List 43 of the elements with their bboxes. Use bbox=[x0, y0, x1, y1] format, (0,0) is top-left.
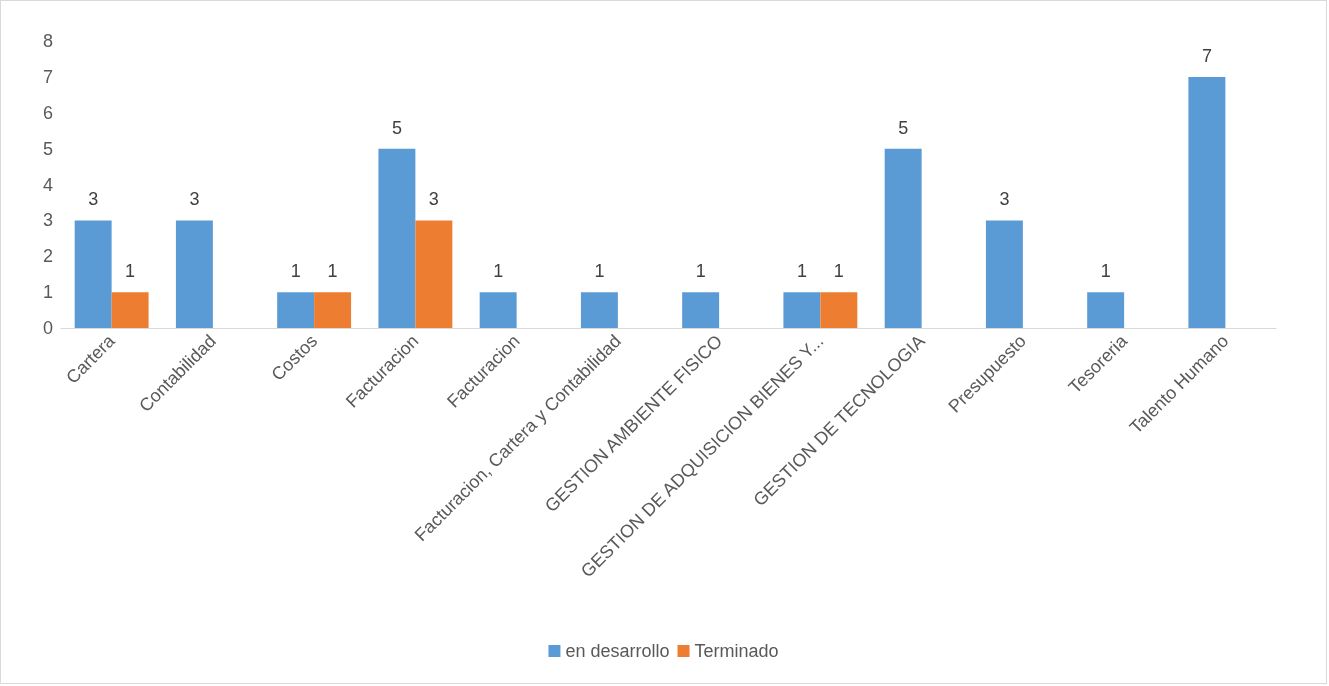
y-tick-label: 2 bbox=[42, 246, 53, 267]
bar bbox=[479, 292, 517, 328]
data-label: 3 bbox=[88, 189, 99, 210]
y-tick-label: 3 bbox=[42, 210, 53, 231]
bar bbox=[277, 292, 315, 328]
data-label: 5 bbox=[898, 117, 909, 138]
data-label: 1 bbox=[493, 261, 504, 282]
data-label: 5 bbox=[391, 117, 402, 138]
data-label: 3 bbox=[428, 189, 439, 210]
bar bbox=[415, 220, 453, 328]
bar bbox=[74, 220, 112, 328]
y-tick-label: 4 bbox=[42, 174, 53, 195]
data-label: 1 bbox=[125, 261, 136, 282]
bar bbox=[111, 292, 149, 328]
data-label: 7 bbox=[1201, 45, 1212, 66]
bar bbox=[314, 292, 352, 328]
data-label: 3 bbox=[189, 189, 200, 210]
y-tick-label: 7 bbox=[42, 66, 53, 87]
data-label: 1 bbox=[695, 261, 706, 282]
y-tick-label: 8 bbox=[42, 31, 53, 51]
y-tick-label: 0 bbox=[42, 318, 53, 338]
data-label: 1 bbox=[594, 261, 605, 282]
y-tick-label: 1 bbox=[42, 282, 53, 303]
data-label: 3 bbox=[999, 189, 1010, 210]
bar bbox=[884, 148, 922, 328]
y-tick-label: 5 bbox=[42, 138, 53, 159]
data-label: 1 bbox=[290, 261, 301, 282]
data-label: 1 bbox=[1100, 261, 1111, 282]
legend-label: Terminado bbox=[694, 641, 779, 661]
data-label: 1 bbox=[327, 261, 338, 282]
bar bbox=[580, 292, 618, 328]
data-label: 1 bbox=[833, 261, 844, 282]
y-tick-label: 6 bbox=[42, 102, 53, 123]
bar bbox=[820, 292, 858, 328]
bar bbox=[1188, 76, 1226, 328]
data-label: 1 bbox=[796, 261, 807, 282]
bar bbox=[783, 292, 821, 328]
legend-label: en desarrollo bbox=[565, 641, 670, 661]
bar bbox=[985, 220, 1023, 328]
bar bbox=[378, 148, 416, 328]
bar bbox=[682, 292, 720, 328]
bar bbox=[1087, 292, 1125, 328]
bar bbox=[175, 220, 213, 328]
